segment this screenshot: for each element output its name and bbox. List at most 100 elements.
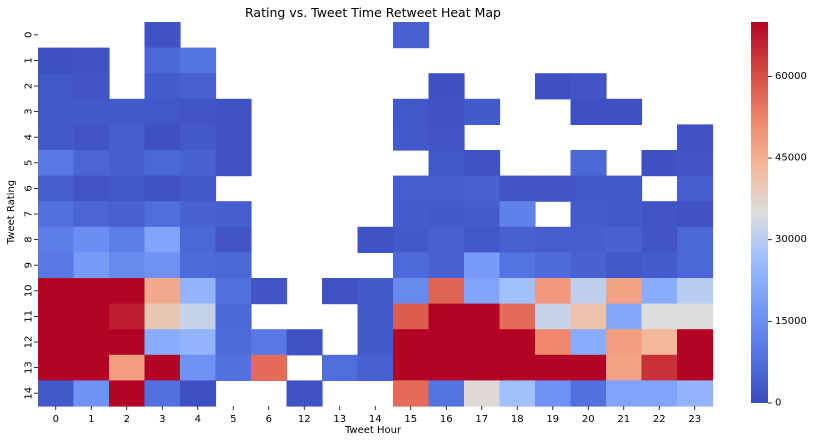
heatmap-cell <box>180 354 217 381</box>
heatmap-cell <box>38 175 75 202</box>
x-tick-label: 15 <box>404 414 417 425</box>
x-tick-label: 3 <box>159 414 165 425</box>
heatmap-cell <box>606 329 643 356</box>
heatmap-cell <box>215 329 252 356</box>
heatmap-cell <box>73 354 110 381</box>
x-tick-label: 4 <box>195 414 201 425</box>
heatmap-cell <box>144 303 181 330</box>
heatmap-cell <box>144 98 181 125</box>
heatmap-cell <box>251 278 288 305</box>
heatmap-cell <box>38 303 75 330</box>
heatmap-cell <box>641 303 678 330</box>
heatmap-cell <box>180 150 217 177</box>
heatmap-cell <box>38 150 75 177</box>
heatmap-cell <box>677 380 714 407</box>
heatmap-cell <box>535 329 572 356</box>
heatmap-cell <box>38 98 75 125</box>
heatmap-cell <box>109 303 146 330</box>
heatmap-cell <box>322 278 359 305</box>
heatmap-cell <box>606 354 643 381</box>
heatmap-cell <box>393 303 430 330</box>
y-tick-label: 11 <box>24 310 35 323</box>
heatmap-cell <box>570 98 607 125</box>
heatmap-cell <box>570 175 607 202</box>
heatmap-cell <box>428 201 465 228</box>
heatmap-cell <box>73 47 110 74</box>
heatmap-cell <box>677 175 714 202</box>
x-tick-label: 6 <box>266 414 272 425</box>
heatmap-cell <box>499 354 536 381</box>
heatmap-cell <box>464 150 501 177</box>
heatmap-cell <box>570 73 607 100</box>
y-tick-label: 9 <box>24 262 35 268</box>
heatmap-cell <box>499 226 536 253</box>
heatmap-cell <box>73 303 110 330</box>
y-tick-label: 0 <box>24 32 35 38</box>
heatmap-cell <box>215 124 252 151</box>
heatmap-cell <box>428 278 465 305</box>
x-tick-label: 5 <box>230 414 236 425</box>
heatmap-cell <box>499 252 536 279</box>
heatmap-cell <box>641 354 678 381</box>
heatmap-cell <box>357 329 394 356</box>
heatmap-cell <box>109 201 146 228</box>
heatmap-cell <box>73 329 110 356</box>
heatmap-cell <box>606 303 643 330</box>
heatmap-cell <box>180 47 217 74</box>
y-tick-label: 7 <box>24 211 35 217</box>
heatmap-cell <box>73 98 110 125</box>
heatmap-cell <box>677 226 714 253</box>
heatmap-cell <box>109 124 146 151</box>
heatmap-cell <box>144 329 181 356</box>
heatmap-cell <box>144 354 181 381</box>
heatmap-cell <box>464 201 501 228</box>
x-axis-label: Tweet Hour <box>344 425 402 436</box>
heatmap-cell <box>73 278 110 305</box>
heatmap-cell <box>357 278 394 305</box>
heatmap-cell <box>677 278 714 305</box>
heatmap-cell <box>38 201 75 228</box>
heatmap-cell <box>606 175 643 202</box>
heatmap-cell <box>38 278 75 305</box>
heatmap-cell <box>570 201 607 228</box>
heatmap-cell <box>428 354 465 381</box>
heatmap-cell <box>180 201 217 228</box>
x-tick-label: 2 <box>124 414 130 425</box>
heatmap-cell <box>73 380 110 407</box>
y-tick-label: 8 <box>24 236 35 242</box>
heatmap-cell <box>215 354 252 381</box>
heatmap-cell <box>428 329 465 356</box>
heatmap-cell <box>73 226 110 253</box>
heatmap-cell <box>144 278 181 305</box>
heatmap-cell <box>393 354 430 381</box>
heatmap-cell <box>73 175 110 202</box>
heatmap-cell <box>570 278 607 305</box>
y-tick-label: 13 <box>24 361 35 374</box>
heatmap-cell <box>499 175 536 202</box>
heatmap-cell <box>606 226 643 253</box>
colorbar-tick-label: 0 <box>775 398 781 409</box>
heatmap-cell <box>464 98 501 125</box>
heatmap-cell <box>215 278 252 305</box>
heatmap-cell <box>180 252 217 279</box>
heatmap-cell <box>641 329 678 356</box>
heatmap-cell <box>606 278 643 305</box>
heatmap-cell <box>606 252 643 279</box>
heatmap-cell <box>570 380 607 407</box>
heatmap-cell <box>677 303 714 330</box>
heatmap-cell <box>38 124 75 151</box>
heatmap-cell <box>535 380 572 407</box>
heatmap-cell <box>464 175 501 202</box>
heatmap-cell <box>464 329 501 356</box>
x-tick-label: 19 <box>546 414 559 425</box>
heatmap-cell <box>677 150 714 177</box>
heatmap-cell <box>428 73 465 100</box>
heatmap-cell <box>322 354 359 381</box>
heatmap-cell <box>606 98 643 125</box>
heatmap-cell <box>677 201 714 228</box>
heatmap-cell <box>215 98 252 125</box>
x-axis-ticks: 0 1 2 3 4 5 6 12 13 14 15 16 17 18 19 20 21 22 23 <box>53 406 701 425</box>
x-tick-label: 1 <box>88 414 94 425</box>
y-tick-label: 5 <box>24 160 35 166</box>
